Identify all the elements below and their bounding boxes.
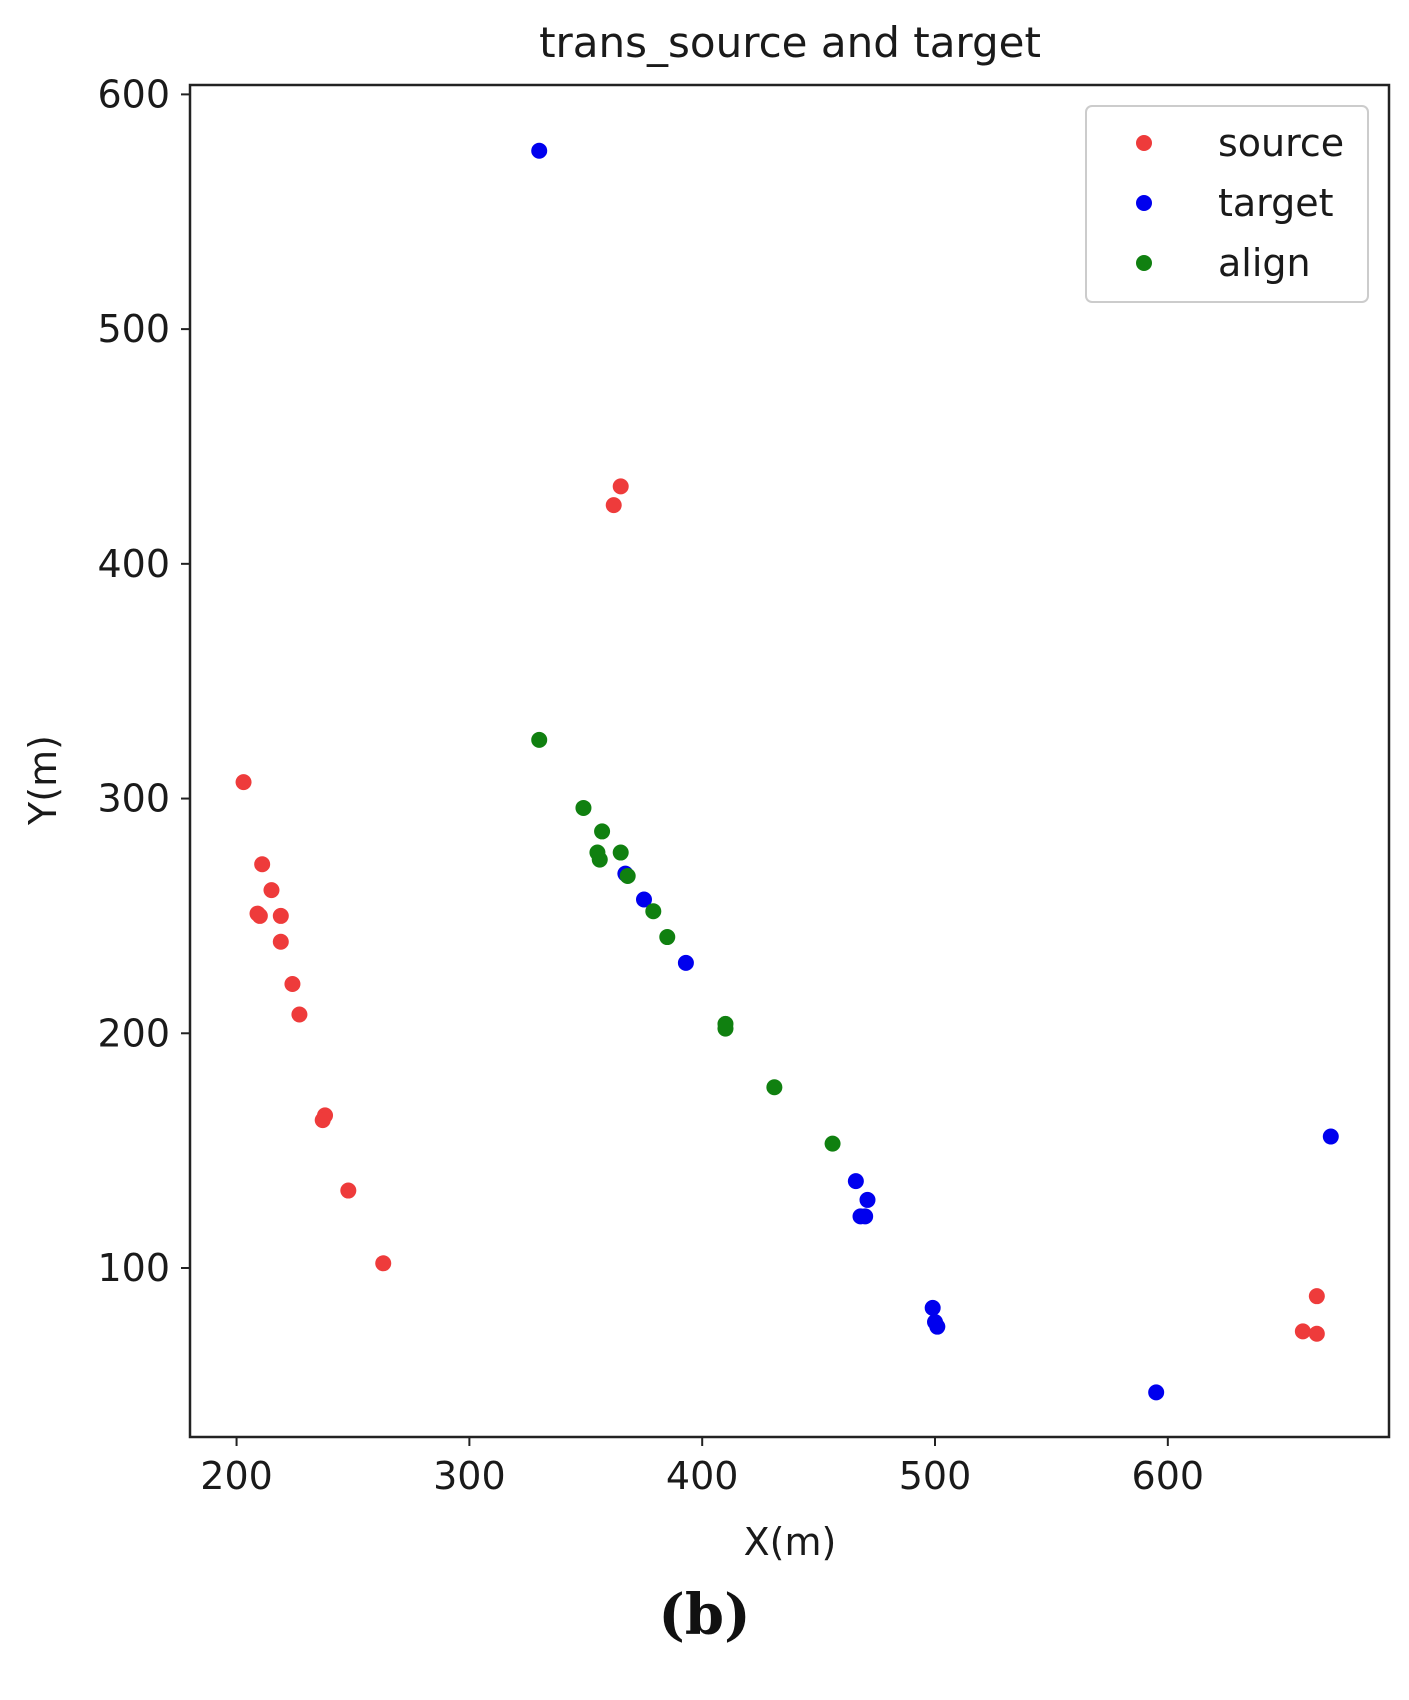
chart-title: trans_source and target (539, 18, 1041, 67)
y-tick-label: 500 (97, 307, 170, 351)
y-axis-label: Y(m) (21, 735, 65, 826)
source-point (1308, 1288, 1325, 1305)
target-point (677, 954, 694, 971)
target-point (635, 891, 652, 908)
align-point (531, 731, 548, 748)
target-point (857, 1208, 874, 1225)
target-point (859, 1191, 876, 1208)
y-tick-label: 400 (97, 542, 170, 586)
align-point (591, 851, 608, 868)
align-point (766, 1079, 783, 1096)
x-tick-label: 500 (899, 1454, 972, 1498)
legend-box (1085, 105, 1369, 303)
target-point (1322, 1128, 1339, 1145)
x-tick-label: 300 (433, 1454, 506, 1498)
x-axis-label: X(m) (744, 1520, 837, 1564)
target-point (847, 1173, 864, 1190)
legend-label-align: align (1218, 241, 1311, 285)
legend: source target align (1085, 105, 1369, 303)
ticks-layer: 200 300 400 500 600 100 200 300 400 500 600 (97, 72, 1204, 1498)
source-point (254, 856, 271, 873)
legend-marker-target (1136, 195, 1152, 211)
y-tick-label: 600 (97, 72, 170, 116)
align-point (645, 903, 662, 920)
y-tick-label: 300 (97, 777, 170, 821)
y-tick-label: 200 (97, 1011, 170, 1055)
align-point (575, 799, 592, 816)
plot-area-frame (188, 83, 1391, 1439)
legend-marker-align (1136, 255, 1152, 271)
source-point (284, 975, 301, 992)
source-point (251, 907, 268, 924)
source-point (291, 1006, 308, 1023)
align-point (619, 868, 636, 885)
source-point (314, 1112, 331, 1129)
data-points-layer (235, 142, 1339, 1401)
source-point (263, 882, 280, 899)
target-point (1148, 1384, 1165, 1401)
source-point (272, 933, 289, 950)
source-point (272, 907, 289, 924)
align-point (659, 929, 676, 946)
panel-label: (b) (658, 1582, 751, 1648)
target-point (531, 142, 548, 159)
x-tick-label: 400 (666, 1454, 739, 1498)
x-tick-label: 600 (1132, 1454, 1205, 1498)
align-point (612, 844, 629, 861)
source-point (605, 497, 622, 514)
source-point (235, 774, 252, 791)
x-tick-label: 200 (200, 1454, 273, 1498)
source-point (612, 478, 629, 495)
align-point (824, 1135, 841, 1152)
source-point (1294, 1323, 1311, 1340)
align-point (717, 1020, 734, 1037)
legend-label-source: source (1218, 121, 1344, 165)
target-point (929, 1318, 946, 1335)
align-point (594, 823, 611, 840)
source-point (375, 1255, 392, 1272)
legend-marker-source (1136, 135, 1152, 151)
y-tick-label: 100 (97, 1246, 170, 1290)
source-point (340, 1182, 357, 1199)
target-point (924, 1299, 941, 1316)
legend-label-target: target (1218, 181, 1334, 225)
source-point (1308, 1325, 1325, 1342)
